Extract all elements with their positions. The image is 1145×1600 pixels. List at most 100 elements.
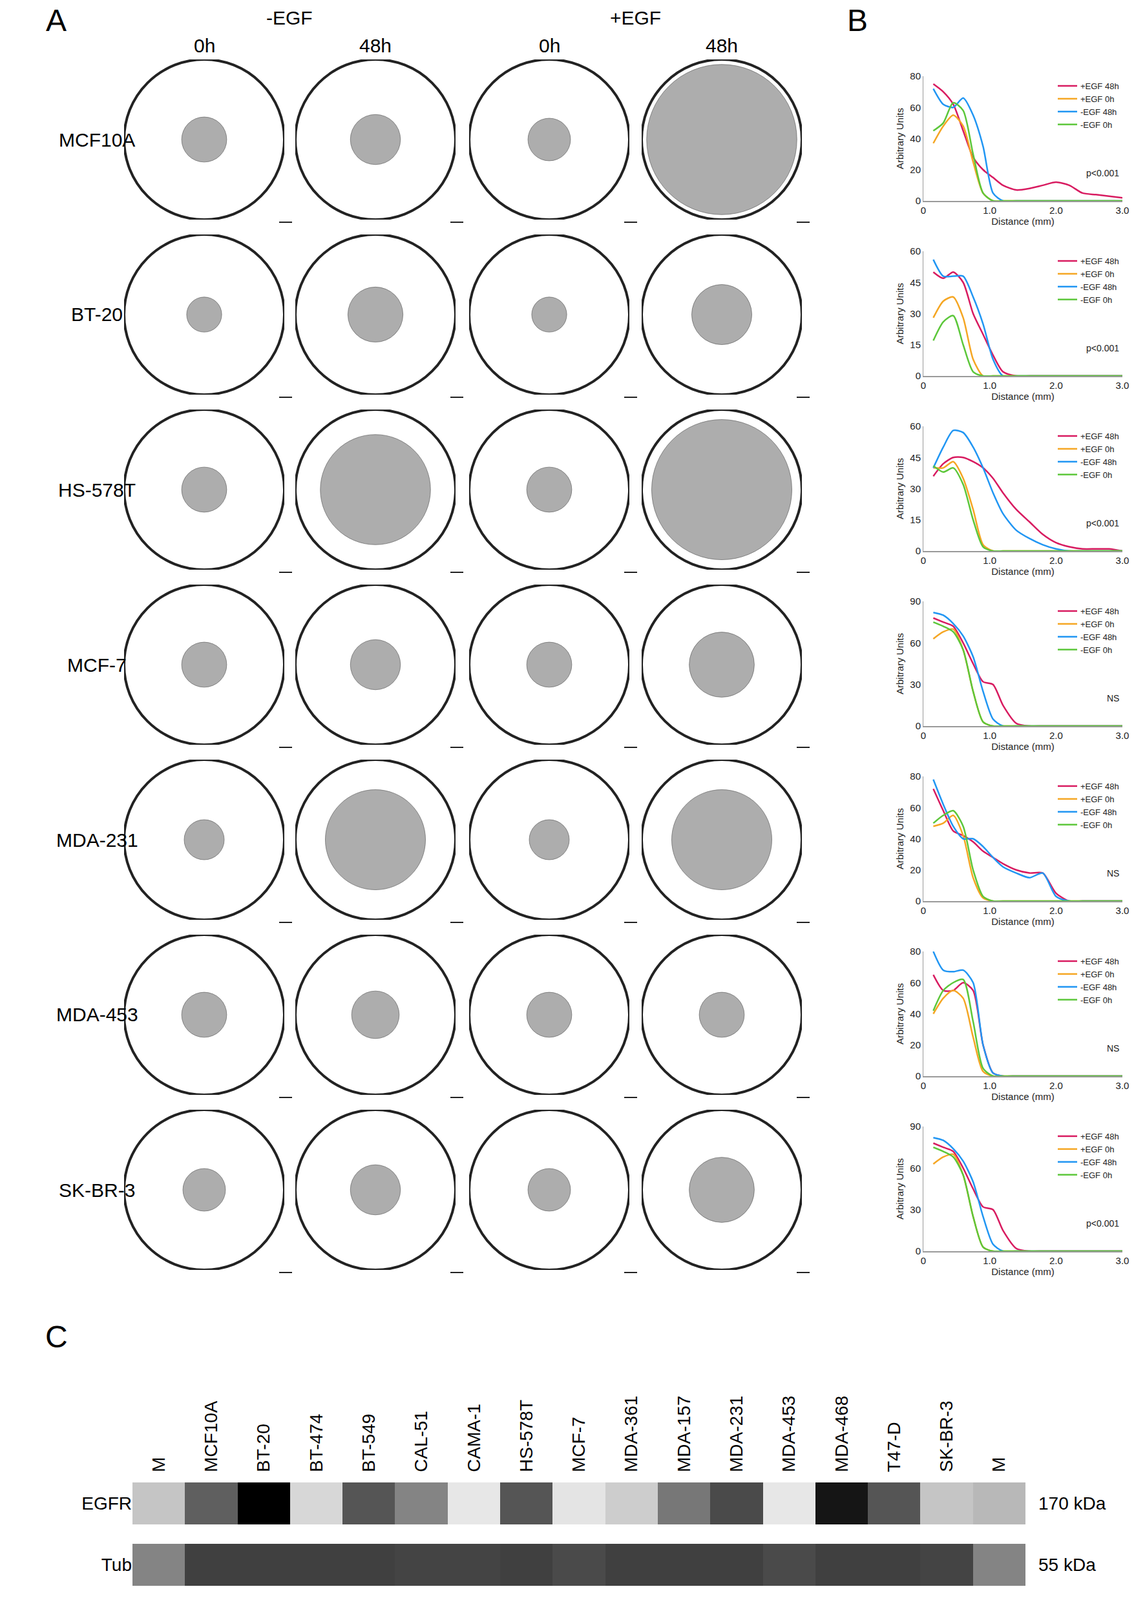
svg-text:+EGF 48h: +EGF 48h: [1080, 81, 1120, 92]
svg-text:80: 80: [909, 70, 921, 82]
svg-text:M: M: [988, 1457, 1009, 1473]
svg-text:0: 0: [915, 195, 921, 207]
svg-text:80: 80: [909, 770, 921, 782]
svg-text:NS: NS: [1106, 868, 1120, 879]
svg-text:1.0: 1.0: [982, 730, 997, 742]
svg-text:60: 60: [909, 637, 921, 649]
svg-text:2.0: 2.0: [1049, 555, 1063, 567]
svg-text:Distance (mm): Distance (mm): [991, 566, 1055, 578]
svg-text:1.0: 1.0: [982, 379, 997, 391]
svg-text:60: 60: [909, 1163, 921, 1175]
svg-text:MDA-361: MDA-361: [620, 1396, 641, 1473]
svg-text:Distance (mm): Distance (mm): [991, 741, 1055, 753]
svg-text:Distance (mm): Distance (mm): [991, 390, 1055, 402]
svg-text:-EGF 48h: -EGF 48h: [1080, 457, 1117, 468]
svg-text:-EGF: -EGF: [266, 7, 313, 29]
svg-text:55 kDa: 55 kDa: [1038, 1555, 1096, 1576]
svg-text:1.0: 1.0: [982, 905, 997, 917]
svg-text:60: 60: [909, 420, 921, 432]
svg-text:p<0.001: p<0.001: [1086, 1218, 1120, 1230]
svg-text:+EGF 48h: +EGF 48h: [1080, 431, 1120, 442]
svg-text:+EGF 0h: +EGF 0h: [1080, 94, 1114, 105]
svg-text:90: 90: [909, 1121, 921, 1133]
svg-text:Distance (mm): Distance (mm): [991, 1266, 1055, 1278]
svg-text:2.0: 2.0: [1049, 1255, 1063, 1267]
svg-text:2.0: 2.0: [1049, 905, 1063, 917]
svg-text:-EGF 0h: -EGF 0h: [1080, 470, 1113, 481]
svg-text:15: 15: [909, 339, 921, 351]
svg-text:Arbitrary Units: Arbitrary Units: [894, 983, 906, 1045]
svg-text:20: 20: [909, 164, 921, 176]
svg-text:20: 20: [909, 864, 921, 876]
svg-text:0: 0: [915, 1070, 921, 1082]
svg-text:90: 90: [909, 595, 921, 607]
svg-text:0: 0: [920, 730, 926, 742]
svg-text:15: 15: [909, 514, 921, 526]
svg-text:30: 30: [909, 483, 921, 495]
svg-text:MDA-453: MDA-453: [56, 1004, 139, 1026]
svg-text:HS-578T: HS-578T: [58, 479, 136, 501]
svg-text:0h: 0h: [193, 34, 216, 57]
svg-text:45: 45: [909, 452, 921, 464]
svg-text:SK-BR-3: SK-BR-3: [936, 1401, 957, 1473]
svg-text:SK-BR-3: SK-BR-3: [58, 1179, 136, 1202]
svg-text:2.0: 2.0: [1049, 730, 1063, 742]
svg-text:3.0: 3.0: [1115, 730, 1130, 742]
svg-text:BT-20: BT-20: [71, 303, 123, 326]
svg-text:HS-578T: HS-578T: [516, 1400, 537, 1473]
svg-text:C: C: [45, 1320, 68, 1355]
svg-text:0: 0: [915, 545, 921, 557]
svg-text:Arbitrary Units: Arbitrary Units: [894, 1158, 906, 1220]
svg-text:B: B: [847, 3, 868, 38]
svg-text:+EGF 0h: +EGF 0h: [1080, 269, 1114, 280]
svg-text:-EGF 48h: -EGF 48h: [1080, 807, 1117, 818]
svg-text:1.0: 1.0: [982, 1080, 997, 1092]
svg-text:170 kDa: 170 kDa: [1038, 1493, 1107, 1514]
svg-text:0h: 0h: [538, 34, 561, 57]
svg-text:T47-D: T47-D: [883, 1422, 904, 1473]
svg-text:20: 20: [909, 1039, 921, 1051]
svg-text:Arbitrary Units: Arbitrary Units: [894, 283, 906, 345]
svg-text:60: 60: [909, 802, 921, 814]
svg-text:NS: NS: [1106, 693, 1120, 704]
svg-text:MDA-453: MDA-453: [778, 1396, 799, 1473]
svg-text:30: 30: [909, 308, 921, 320]
svg-text:MDA-231: MDA-231: [726, 1396, 747, 1473]
svg-text:2.0: 2.0: [1049, 204, 1063, 216]
svg-text:0: 0: [915, 720, 921, 732]
svg-text:BT-549: BT-549: [358, 1414, 379, 1473]
svg-text:MDA-468: MDA-468: [831, 1396, 852, 1473]
svg-text:+EGF 0h: +EGF 0h: [1080, 619, 1114, 630]
svg-text:Distance (mm): Distance (mm): [991, 916, 1055, 928]
svg-text:2.0: 2.0: [1049, 379, 1063, 391]
svg-text:80: 80: [909, 945, 921, 957]
svg-text:0: 0: [915, 370, 921, 382]
svg-text:-EGF 48h: -EGF 48h: [1080, 632, 1117, 643]
svg-text:Distance (mm): Distance (mm): [991, 215, 1055, 227]
svg-text:+EGF 48h: +EGF 48h: [1080, 606, 1120, 617]
svg-text:0: 0: [920, 204, 926, 216]
svg-text:+EGF 48h: +EGF 48h: [1080, 1132, 1120, 1142]
svg-text:MCF10A: MCF10A: [200, 1400, 221, 1473]
svg-text:40: 40: [909, 833, 921, 845]
svg-text:40: 40: [909, 1008, 921, 1020]
svg-text:48h: 48h: [705, 34, 738, 57]
svg-text:-EGF 0h: -EGF 0h: [1080, 995, 1113, 1006]
svg-text:p<0.001: p<0.001: [1086, 168, 1120, 179]
svg-text:MDA-157: MDA-157: [673, 1396, 694, 1473]
svg-text:p<0.001: p<0.001: [1086, 518, 1120, 529]
svg-text:CAL-51: CAL-51: [410, 1411, 431, 1473]
svg-text:1.0: 1.0: [982, 204, 997, 216]
svg-text:Arbitrary Units: Arbitrary Units: [894, 808, 906, 870]
svg-text:0: 0: [920, 1080, 926, 1092]
svg-text:0: 0: [920, 555, 926, 567]
svg-text:Tub: Tub: [101, 1555, 132, 1576]
svg-text:30: 30: [909, 679, 921, 691]
svg-text:3.0: 3.0: [1115, 204, 1130, 216]
svg-text:Arbitrary Units: Arbitrary Units: [894, 107, 906, 170]
svg-text:+EGF 0h: +EGF 0h: [1080, 444, 1114, 455]
svg-text:1.0: 1.0: [982, 1255, 997, 1267]
svg-text:-EGF 0h: -EGF 0h: [1080, 1170, 1113, 1181]
svg-text:0: 0: [915, 1245, 921, 1257]
svg-text:45: 45: [909, 277, 921, 289]
